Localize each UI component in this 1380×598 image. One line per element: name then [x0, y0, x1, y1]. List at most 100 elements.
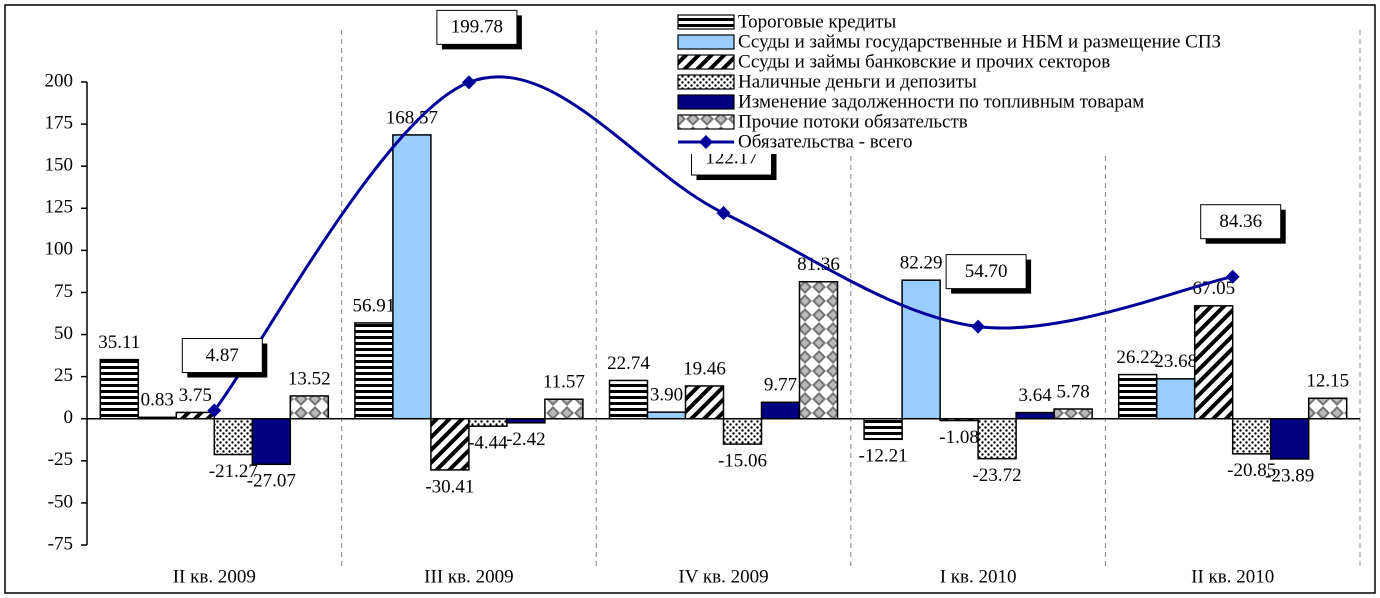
bar — [1193, 305, 1234, 420]
x-tick-label: I кв. 2010 — [940, 566, 1017, 587]
bar — [289, 395, 330, 420]
legend-label: Изменение задолженности по топливным тов… — [738, 91, 1144, 112]
data-label: -23.89 — [1265, 465, 1314, 486]
data-label: -12.21 — [859, 446, 908, 467]
x-tick-label: IV кв. 2009 — [678, 566, 768, 587]
data-label: 26.22 — [1116, 347, 1159, 368]
line-marker — [207, 403, 222, 418]
legend-label: Обязательства - всего — [738, 131, 912, 152]
data-label: -27.07 — [247, 471, 296, 492]
bar — [863, 417, 903, 441]
label-box — [1200, 204, 1282, 240]
data-label: 3.90 — [650, 385, 683, 406]
legend-label: Ссуды и займы государственные и НБМ и ра… — [738, 31, 1221, 52]
bar — [1307, 397, 1348, 420]
x-tick-label: III кв. 2009 — [424, 566, 513, 587]
line-marker — [1225, 269, 1240, 284]
bar — [392, 134, 432, 420]
label-box — [436, 9, 518, 45]
data-label: 19.46 — [683, 358, 726, 379]
data-label: -23.72 — [973, 465, 1022, 486]
data-label: 54.70 — [965, 261, 1008, 282]
bar — [977, 417, 1017, 460]
label-box — [945, 254, 1027, 290]
legend-swatch — [677, 14, 735, 30]
legend-swatch — [677, 74, 735, 90]
bar — [798, 280, 839, 420]
data-label: -15.06 — [718, 450, 767, 471]
y-tick-label: -75 — [48, 533, 73, 554]
bar — [354, 322, 394, 420]
line-marker — [716, 206, 731, 221]
bar — [99, 358, 140, 420]
line — [213, 75, 1233, 412]
bar — [1117, 373, 1158, 420]
y-tick-label: 50 — [54, 323, 73, 344]
data-label: 12.15 — [1306, 371, 1349, 392]
data-label: 5.78 — [1056, 381, 1089, 402]
data-label: -20.85 — [1227, 460, 1276, 481]
data-label: 4.87 — [206, 345, 239, 366]
bar — [1269, 417, 1310, 460]
data-label: 82.29 — [900, 253, 943, 274]
y-tick-label: 175 — [45, 112, 74, 133]
legend-swatch — [677, 114, 735, 130]
data-label: -21.27 — [209, 461, 258, 482]
legend-swatch — [677, 54, 735, 70]
bar — [544, 398, 584, 420]
y-tick-label: 150 — [45, 155, 74, 176]
bar — [1015, 411, 1055, 420]
y-tick-label: 125 — [45, 197, 74, 218]
y-tick-label: 0 — [64, 407, 74, 428]
legend-label: Прочие потоки обязательств — [738, 111, 968, 132]
line-marker — [971, 319, 986, 334]
data-label: 199.78 — [451, 17, 503, 38]
data-label: 3.64 — [1018, 385, 1052, 406]
y-tick-label: 25 — [54, 365, 73, 386]
x-tick-label: II кв. 2010 — [1191, 566, 1274, 587]
y-tick-label: 200 — [45, 70, 74, 91]
bar — [901, 279, 941, 420]
bar — [213, 417, 254, 456]
y-tick-label: -50 — [48, 491, 73, 512]
legend-label: Тороговые кредиты — [738, 11, 896, 32]
legend-label: Наличные деньги и депозиты — [738, 71, 977, 92]
label-box — [181, 338, 263, 374]
bar — [430, 417, 470, 471]
bar — [684, 385, 725, 420]
data-label: -1.08 — [939, 427, 979, 448]
bar — [646, 411, 687, 420]
data-label: -30.41 — [425, 476, 474, 497]
legend-swatch — [677, 34, 735, 50]
data-label: 0.83 — [141, 390, 174, 411]
bar — [722, 417, 763, 445]
legend-swatch — [677, 94, 735, 110]
x-tick-label: II кв. 2009 — [173, 566, 256, 587]
data-label: 11.57 — [543, 372, 585, 393]
data-label: 84.36 — [1219, 211, 1262, 232]
data-label: 3.75 — [179, 385, 212, 406]
data-label: -2.42 — [506, 429, 546, 450]
y-tick-label: 75 — [54, 281, 73, 302]
legend-label: Ссуды и займы банковские и прочих сектор… — [738, 51, 1110, 72]
bar — [468, 417, 508, 427]
bar — [175, 411, 216, 420]
y-tick-label: 100 — [45, 239, 74, 260]
y-tick-label: -25 — [48, 449, 73, 470]
data-label: 35.11 — [98, 332, 140, 353]
legend-marker — [699, 135, 713, 149]
line-marker — [461, 75, 476, 90]
data-label: 56.91 — [353, 295, 396, 316]
data-label: 23.68 — [1154, 351, 1197, 372]
bar — [251, 417, 292, 466]
data-label: -4.44 — [468, 433, 508, 454]
bar — [1231, 417, 1272, 455]
data-label: 9.77 — [764, 375, 797, 396]
data-label: 22.74 — [607, 353, 650, 374]
data-label: 13.52 — [288, 368, 331, 389]
bar — [1155, 378, 1196, 420]
bar — [1053, 408, 1093, 420]
bar — [608, 379, 649, 420]
bar — [760, 401, 801, 420]
